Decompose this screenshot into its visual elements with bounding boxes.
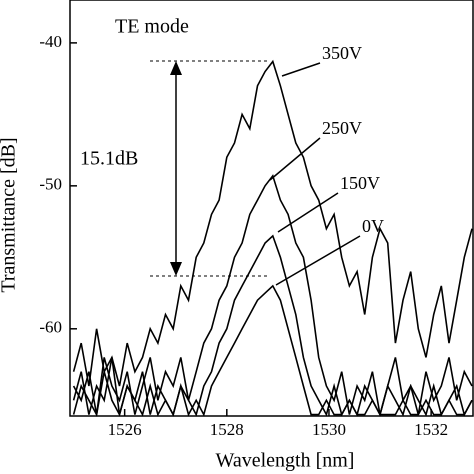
annotation: 15.1dB (80, 148, 138, 170)
x-tick-label: 1526 (108, 420, 142, 439)
y-tick-label: -60 (39, 318, 62, 337)
y-tick-label: -40 (39, 32, 62, 51)
series-label: 150V (340, 173, 380, 193)
annotation: TE mode (115, 16, 189, 38)
y-axis-title: Transmittance [dB] (0, 137, 20, 292)
arrow (281, 62, 321, 77)
series-line (72, 59, 473, 387)
series-line (72, 174, 473, 415)
arrow (277, 192, 339, 233)
x-tick-label: 1532 (414, 420, 448, 439)
x-axis-title: Wavelength [nm] (216, 450, 355, 472)
series-label: 0V (362, 216, 384, 236)
series-label: 250V (322, 118, 362, 138)
x-tick-label: 1528 (210, 420, 244, 439)
series-line (72, 284, 473, 418)
plot-frame (69, 0, 474, 417)
y-tick-label: -50 (39, 175, 62, 194)
series-label: 350V (322, 43, 362, 63)
series-line (72, 234, 473, 417)
arrow (275, 235, 361, 286)
x-tick-label: 1530 (312, 420, 346, 439)
arrow (269, 137, 321, 181)
